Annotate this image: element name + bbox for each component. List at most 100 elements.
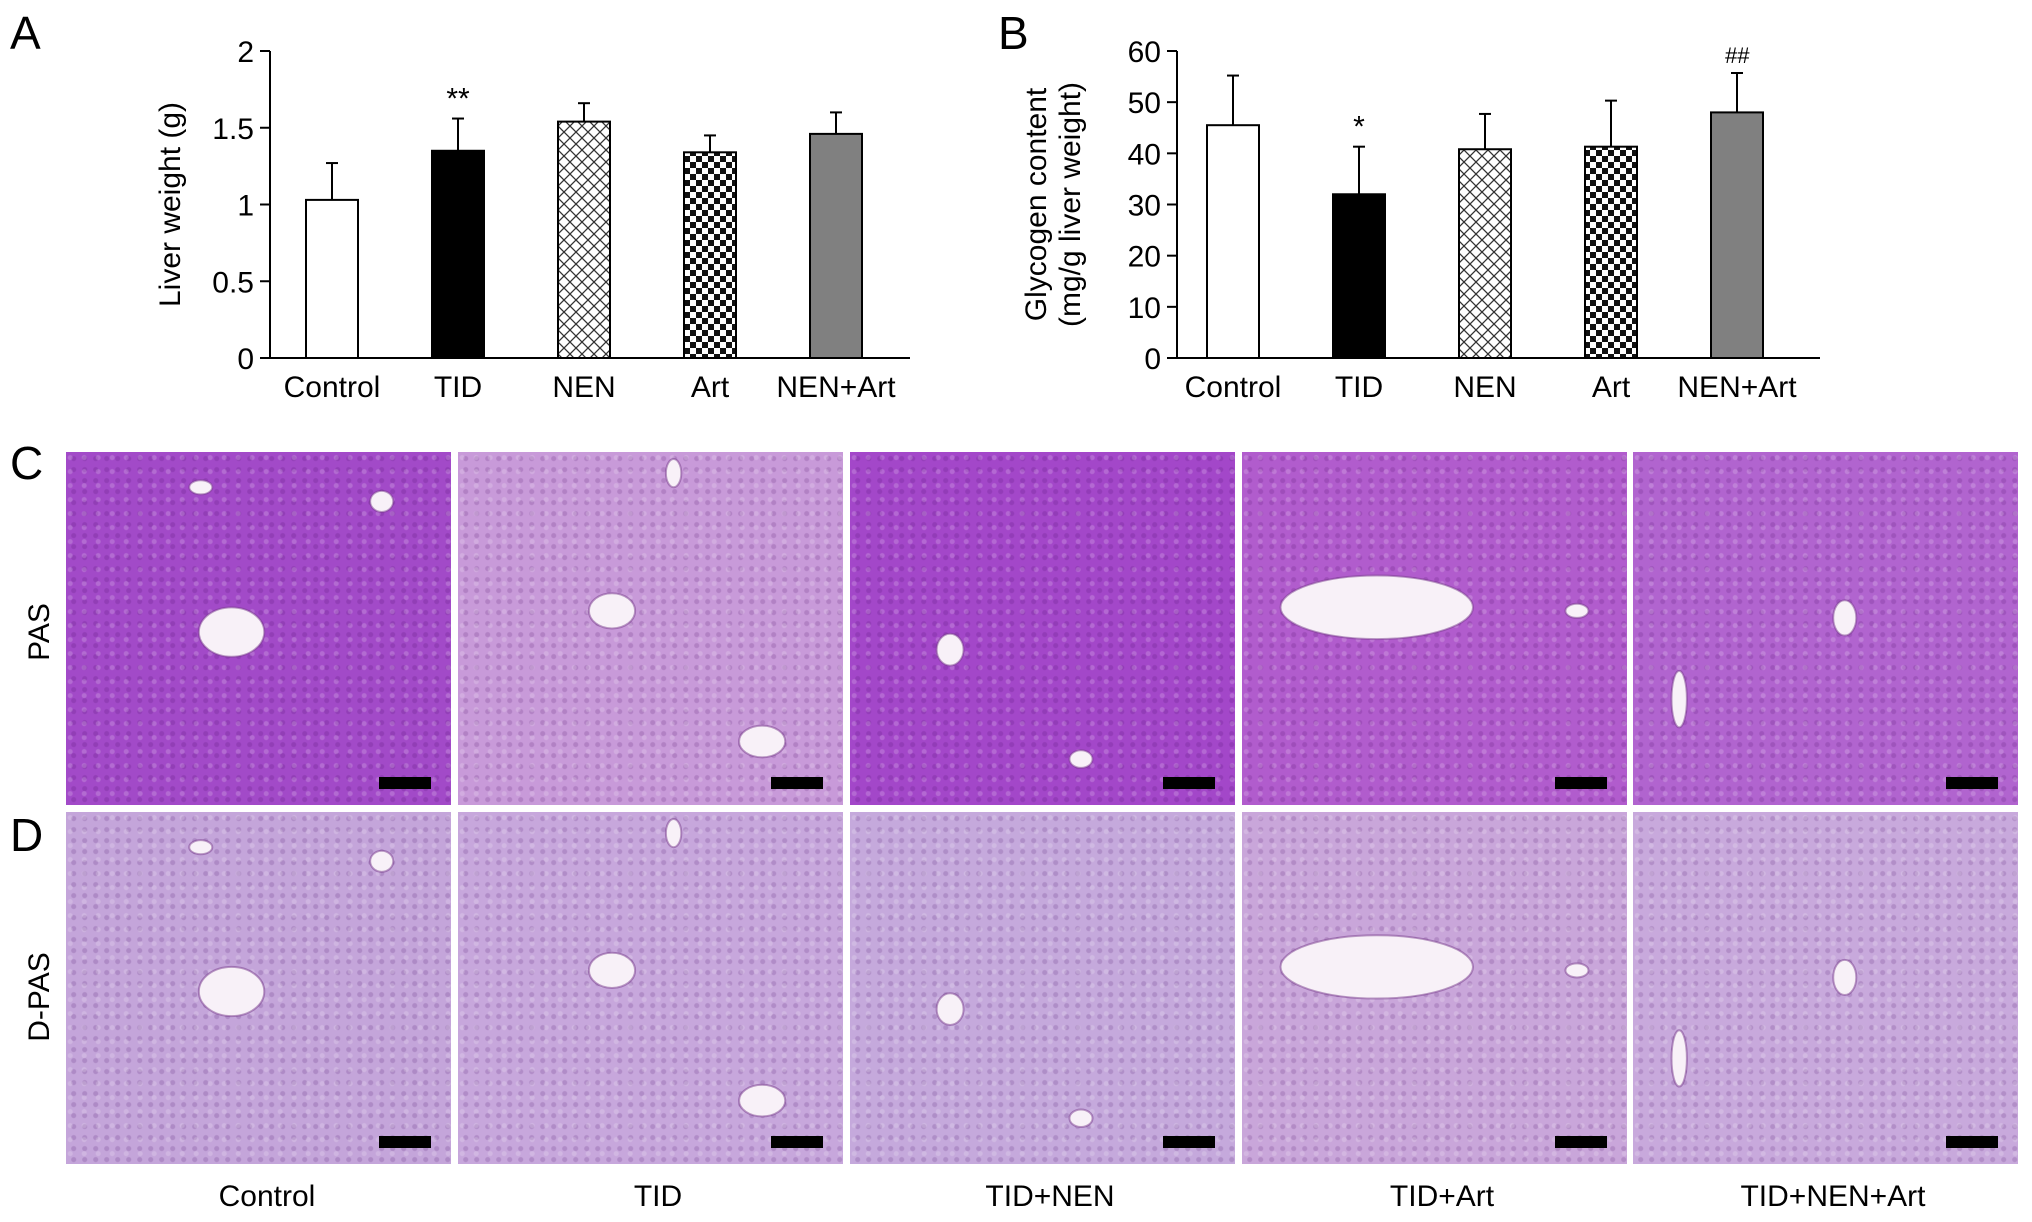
tissue-section [935,992,1094,1129]
blood-vessel [369,489,395,514]
column-label-tid: TID [633,1180,683,1213]
bar-control [305,198,359,359]
blood-vessel [935,992,965,1026]
blood-vessel [369,849,395,873]
scale-bar [771,1136,823,1148]
panel-label-c: C [10,437,44,489]
scale-bar [1946,777,1998,789]
bar-control [1206,124,1260,359]
y-tick-label: 60 [1128,36,1161,69]
scale-bar [1555,1136,1607,1148]
bar-tid [431,149,485,359]
blood-vessel [1670,1029,1688,1088]
blood-vessel [1279,574,1474,641]
liver-weight-chart: 0 0.5 1 1.5 2 Liver weight (g) Control ** TID NEN… [154,36,910,404]
y-tick-label: 1 [237,190,254,223]
tissue-section [1670,958,1858,1088]
significance-marker: * [1353,111,1365,144]
x-tick-label: NEN+Art [776,371,896,404]
x-tick-label: Control [284,371,381,404]
x-tick-label: NEN+Art [1677,371,1797,404]
tissue-section [1670,599,1858,729]
tissue-section [188,479,395,658]
micrograph-d-pas-tid-art [1242,812,1627,1164]
x-tick-label: Control [1185,371,1282,404]
x-tick-label: NEN [552,371,615,404]
glycogen-content-chart: 0 10 20 30 40 50 60 Glycogen content (mg/g liver… [1020,36,1820,404]
column-label-control: Control [218,1180,316,1213]
tissue-section [587,818,787,1118]
x-tick-label: NEN [1453,371,1516,404]
y-tick-label: 50 [1128,87,1161,120]
x-tick-label: TID [1335,371,1383,404]
blood-vessel [1068,1108,1094,1129]
y-axis-label: Liver weight (g) [154,102,187,307]
x-tick-label: Art [691,371,730,404]
blood-vessel [738,724,787,759]
y-tick-label: 0 [1144,343,1161,376]
scale-bar [1946,1136,1998,1148]
scale-bar [379,1136,431,1148]
tissue-section [188,839,395,1018]
bar-nen-art [809,132,863,359]
blood-vessel [738,1083,787,1118]
micrograph-d-pas-control [66,812,451,1164]
micrograph-pas-tid-nen-art [1633,452,2018,805]
blood-vessel [664,818,683,849]
y-tick-label: 10 [1128,292,1161,325]
blood-vessel [1832,958,1858,997]
blood-vessel [1279,934,1474,1000]
y-tick-label: 1.5 [212,113,254,146]
micrograph-pas-tid [458,452,843,805]
panel-label-a: A [10,7,41,59]
column-label-tid-art: TID+Art [1389,1180,1495,1213]
bar-tid [1332,193,1386,359]
blood-vessel [1832,599,1858,637]
blood-vessel [664,458,683,489]
blood-vessel [587,951,637,989]
y-tick-label: 0 [237,343,254,376]
scale-bar [379,777,431,789]
column-label-tid-nen-art: TID+NEN+Art [1740,1180,1926,1213]
micrograph-d-pas-tid [458,812,843,1164]
blood-vessel [188,839,214,856]
blood-vessel [1670,669,1688,729]
blood-vessel [935,632,965,667]
bar-nen [557,120,611,359]
scale-bar [1555,777,1607,789]
blood-vessel [1564,602,1590,619]
significance-marker: ** [446,83,470,116]
tissue-section [1279,574,1590,641]
y-axis-label: (mg/g liver weight) [1054,82,1087,327]
y-tick-label: 2 [237,36,254,69]
y-axis-label: Glycogen content [1020,87,1053,321]
micrograph-pas-control [66,452,451,805]
bar-art [683,151,737,359]
significance-marker: ## [1725,43,1750,68]
row-label-pas: PAS [23,603,56,661]
bar-nen [1458,148,1512,359]
column-label-tid-nen: TID+NEN [985,1180,1115,1213]
micrograph-d-pas-tid-nen-art [1633,812,2018,1164]
micrograph-d-pas-tid-nen [850,812,1235,1164]
panel-label-d: D [10,809,44,861]
y-tick-label: 20 [1128,241,1161,274]
bar-art [1584,145,1638,359]
x-tick-label: TID [434,371,482,404]
tissue-section [935,632,1094,769]
y-tick-label: 40 [1128,138,1161,171]
blood-vessel [1068,749,1094,769]
micrograph-pas-tid-nen [850,452,1235,805]
blood-vessel [188,479,214,496]
y-tick-label: 0.5 [212,266,254,299]
tissue-section [1279,934,1590,1000]
bar-nen-art [1710,111,1764,360]
tissue-section [587,458,787,759]
panel-label-b: B [998,7,1029,59]
blood-vessel [197,965,266,1018]
blood-vessel [1564,962,1590,979]
row-label-d-pas: D-PAS [23,952,56,1042]
scale-bar [771,777,823,789]
blood-vessel [197,606,266,658]
